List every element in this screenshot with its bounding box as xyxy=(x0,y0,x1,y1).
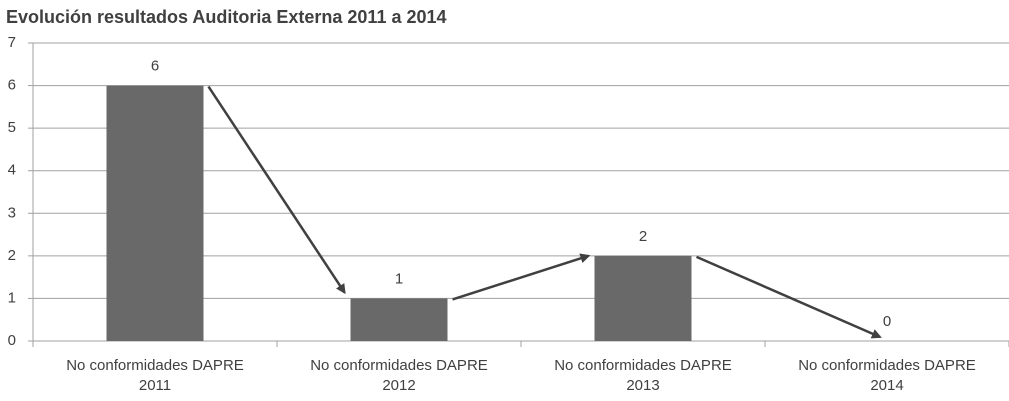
bar xyxy=(350,298,448,341)
trend-arrow xyxy=(452,253,591,301)
x-tick-label: No conformidades DAPRE 2013 xyxy=(554,357,732,394)
y-tick-label: 0 xyxy=(8,332,16,349)
trend-arrow xyxy=(695,255,882,339)
chart-title: Evolución resultados Auditoria Externa 2… xyxy=(6,7,447,27)
trend-arrow xyxy=(207,85,346,295)
bar xyxy=(106,85,204,341)
y-tick-label: 3 xyxy=(8,204,16,221)
x-tick-label: No conformidades DAPRE 2011 xyxy=(66,357,244,394)
y-tick-label: 1 xyxy=(8,289,16,306)
data-label: 0 xyxy=(883,313,891,330)
data-label: 1 xyxy=(395,270,403,287)
data-label: 6 xyxy=(151,58,159,75)
x-tick-label: No conformidades DAPRE 2014 xyxy=(798,357,976,394)
y-tick-label: 7 xyxy=(8,34,16,51)
bar xyxy=(594,255,692,341)
y-tick-label: 2 xyxy=(8,247,16,264)
y-tick-label: 6 xyxy=(8,77,16,94)
y-tick-label: 4 xyxy=(8,162,16,179)
y-tick-label: 5 xyxy=(8,119,16,136)
x-tick-label: No conformidades DAPRE 2012 xyxy=(310,357,488,394)
data-label: 2 xyxy=(639,228,647,245)
